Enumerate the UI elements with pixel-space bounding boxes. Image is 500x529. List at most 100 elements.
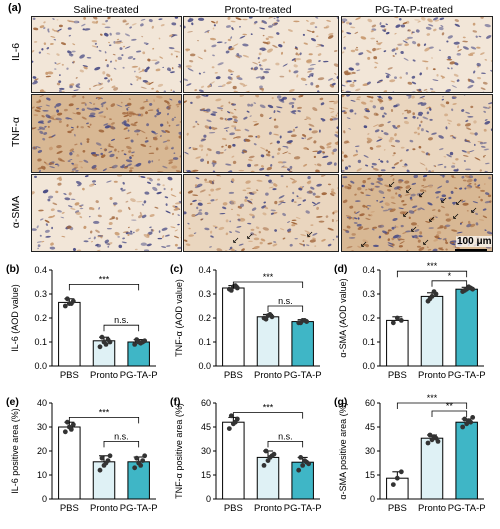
y-tick-label: 0.0 — [198, 361, 211, 371]
significance-bracket — [68, 417, 140, 424]
chart-f: (f)TNF-α positive area (%) 0 15 30 45 60 PBS Pr… — [170, 396, 322, 514]
data-point — [460, 424, 466, 430]
significance-bracket — [232, 412, 304, 419]
x-tick-label: PBS — [224, 370, 243, 381]
data-point — [142, 338, 148, 344]
histology-tile-r2-c3 — [341, 94, 493, 173]
x-tick-label: PG-TA-P — [120, 370, 158, 381]
x-tick-label: PG-TA-P — [448, 370, 486, 381]
x-tick-label: PBS — [388, 503, 407, 514]
y-tick-label: 10 — [37, 470, 47, 480]
histology-tile-r3-c1 — [31, 174, 182, 252]
column-header-saline: Saline-treated — [73, 4, 139, 16]
arrow-marker: ↙ — [306, 230, 314, 240]
y-tick-label: 0.3 — [198, 289, 211, 299]
data-point — [398, 318, 404, 323]
y-tick-label: 30 — [201, 446, 211, 456]
x-tick-label: PBS — [388, 370, 407, 381]
significance-bracket — [267, 441, 304, 448]
y-axis-label: TNF-α positive area (%) — [174, 403, 184, 499]
significance-bracket — [267, 305, 304, 312]
data-point — [142, 453, 148, 459]
significance-label: *** — [263, 403, 274, 413]
bar-pbs — [386, 477, 409, 500]
significance-label: *** — [427, 393, 438, 403]
bar-pronto — [256, 316, 280, 367]
x-tick-label: PG-TA-P — [284, 503, 322, 514]
significance-bracket — [396, 402, 468, 409]
bar-pronto — [256, 456, 280, 500]
y-tick-label: 0 — [42, 494, 47, 504]
histology-tile-r3-c2 — [183, 174, 339, 252]
data-point — [228, 413, 234, 419]
data-point — [97, 467, 103, 473]
data-point — [427, 296, 433, 302]
panel-letter: (c) — [170, 263, 183, 275]
y-tick-label: 0.4 — [198, 265, 211, 275]
panel-a-letter: (a) — [8, 2, 22, 14]
significance-bracket — [103, 441, 140, 448]
row-header-tnfa: TNF-α — [10, 117, 22, 147]
data-point — [298, 320, 304, 326]
data-point — [431, 289, 437, 294]
data-point — [232, 283, 238, 288]
x-tick-label: Pronto — [90, 370, 118, 381]
chart-b: (b) IL-6 (AOD value) 0.0 0.1 0.2 0.3 0.4 PBS Pro… — [6, 263, 158, 381]
arrow-marker: ↙ — [402, 210, 410, 220]
data-point — [134, 337, 140, 342]
arrow-marker: ↙ — [410, 225, 418, 235]
y-axis-label: α-SMA positive area (%) — [338, 402, 348, 499]
significance-label: n.s. — [114, 315, 129, 325]
bar-pbs — [386, 319, 409, 367]
scale-bar — [455, 249, 487, 251]
y-tick-label: 0.0 — [362, 361, 375, 371]
y-tick-label: 45 — [201, 422, 211, 432]
chart-d: (d) α-SMA (AOD value) 0.0 0.1 0.2 0.3 0.4 PBS Pr… — [334, 261, 486, 381]
y-tick-label: 0.1 — [362, 337, 375, 347]
arrow-marker: ↙ — [360, 240, 368, 250]
data-point — [226, 426, 232, 431]
x-tick-label: Pronto — [254, 503, 282, 514]
x-tick-label: PG-TA-P — [448, 503, 486, 514]
data-point — [427, 432, 433, 438]
y-tick-label: 15 — [365, 470, 375, 480]
x-tick-label: Pronto — [418, 370, 446, 381]
y-tick-label: 0.3 — [362, 289, 375, 299]
data-point — [140, 458, 146, 463]
bar-pbs — [222, 287, 245, 367]
data-point — [232, 419, 238, 425]
bar-pbs — [58, 426, 81, 500]
data-point — [103, 342, 109, 347]
x-tick-label: PG-TA-P — [284, 370, 322, 381]
data-point — [263, 316, 269, 322]
data-point — [306, 461, 312, 467]
arrow-marker: ↙ — [388, 180, 396, 190]
x-tick-label: Pronto — [418, 503, 446, 514]
arrow-marker: ↙ — [455, 198, 463, 208]
y-tick-label: 0.1 — [34, 337, 47, 347]
significance-bracket — [431, 280, 468, 287]
significance-bracket — [103, 324, 140, 332]
arrow-marker: ↙ — [470, 206, 478, 216]
significance-label: *** — [263, 272, 274, 282]
data-point — [263, 448, 269, 454]
y-tick-label: 0.2 — [362, 313, 375, 323]
y-tick-label: 0.4 — [34, 265, 47, 275]
data-point — [68, 427, 74, 432]
data-point — [134, 455, 140, 461]
bar-pronto — [420, 295, 444, 367]
data-point — [390, 482, 396, 487]
y-tick-label: 0.3 — [34, 289, 47, 299]
significance-label: n.s. — [114, 431, 129, 441]
significance-bracket — [232, 281, 304, 288]
data-point — [466, 418, 472, 423]
significance-label: n.s. — [278, 296, 293, 306]
data-point — [64, 296, 70, 302]
data-point — [470, 286, 476, 292]
x-tick-label: PBS — [60, 503, 79, 514]
data-point — [261, 463, 267, 468]
significance-bracket — [396, 270, 468, 278]
data-point — [267, 455, 273, 460]
y-tick-label: 40 — [37, 398, 47, 408]
y-axis-label: TNF-α (AOD value) — [174, 279, 184, 357]
